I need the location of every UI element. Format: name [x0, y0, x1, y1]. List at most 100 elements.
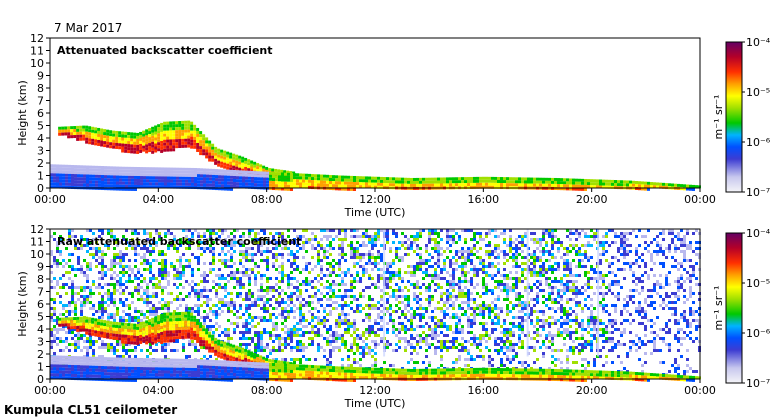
- data-cell: [97, 127, 101, 131]
- noise-cell: [338, 322, 341, 325]
- data-cell: [187, 126, 191, 130]
- noise-cell: [86, 301, 89, 304]
- data-cell: [119, 184, 122, 188]
- noise-cell: [242, 253, 245, 256]
- noise-cell: [434, 307, 437, 310]
- noise-cell: [248, 280, 251, 283]
- noise-cell: [467, 295, 470, 298]
- noise-cell: [446, 289, 449, 292]
- noise-cell: [341, 277, 344, 280]
- noise-cell: [104, 271, 107, 274]
- noise-cell: [122, 235, 125, 238]
- noise-cell: [326, 343, 329, 346]
- data-cell: [158, 173, 161, 177]
- data-cell: [124, 146, 128, 150]
- noise-cell: [461, 349, 464, 352]
- noise-cell: [311, 256, 314, 259]
- noise-cell: [284, 325, 287, 328]
- data-cell: [185, 182, 188, 186]
- noise-cell: [413, 295, 416, 298]
- data-cell: [130, 138, 134, 142]
- noise-cell: [143, 289, 146, 292]
- noise-cell: [95, 253, 98, 256]
- noise-cell: [68, 304, 71, 307]
- data-cell: [434, 177, 437, 181]
- noise-cell: [278, 280, 281, 283]
- noise-cell: [266, 259, 269, 262]
- data-cell: [187, 129, 191, 133]
- noise-cell: [65, 262, 68, 265]
- noise-cell: [467, 307, 470, 310]
- noise-cell: [443, 262, 446, 265]
- noise-cell: [251, 325, 254, 328]
- noise-cell: [149, 262, 152, 265]
- data-cell: [674, 183, 677, 187]
- data-cell: [116, 187, 119, 191]
- noise-cell: [290, 331, 293, 334]
- data-cell: [71, 170, 74, 174]
- noise-cell: [437, 253, 440, 256]
- noise-cell: [86, 274, 89, 277]
- noise-cell: [68, 277, 71, 280]
- data-cell: [160, 137, 164, 141]
- data-cell: [413, 180, 416, 184]
- data-cell: [587, 179, 590, 183]
- noise-cell: [416, 247, 419, 250]
- noise-cell: [143, 259, 146, 262]
- noise-cell: [485, 250, 488, 253]
- noise-cell: [500, 280, 503, 283]
- data-cell: [158, 167, 161, 171]
- noise-cell: [92, 340, 95, 343]
- noise-cell: [221, 262, 224, 265]
- noise-cell: [368, 307, 371, 310]
- noise-cell: [113, 277, 116, 280]
- noise-cell: [332, 247, 335, 250]
- noise-cell: [269, 331, 272, 334]
- noise-cell: [389, 250, 392, 253]
- noise-cell: [77, 241, 80, 244]
- noise-cell: [182, 274, 185, 277]
- noise-cell: [362, 274, 365, 277]
- noise-cell: [329, 340, 332, 343]
- noise-cell: [206, 313, 209, 316]
- data-cell: [124, 134, 128, 138]
- noise-cell: [302, 316, 305, 319]
- noise-cell: [440, 238, 443, 241]
- noise-cell: [179, 304, 182, 307]
- data-cell: [112, 145, 116, 149]
- noise-cell: [473, 334, 476, 337]
- noise-cell: [287, 241, 290, 244]
- noise-cell: [137, 322, 140, 325]
- noise-cell: [473, 322, 476, 325]
- noise-cell: [404, 253, 407, 256]
- noise-cell: [176, 307, 179, 310]
- data-cell: [95, 183, 98, 187]
- noise-cell: [260, 283, 263, 286]
- noise-cell: [446, 256, 449, 259]
- noise-cell: [296, 256, 299, 259]
- noise-cell: [242, 322, 245, 325]
- noise-cell: [95, 247, 98, 250]
- data-cell: [86, 171, 89, 175]
- data-cell: [263, 183, 266, 187]
- noise-cell: [113, 256, 116, 259]
- noise-cell: [440, 286, 443, 289]
- noise-cell: [404, 298, 407, 301]
- noise-cell: [317, 316, 320, 319]
- noise-cell: [416, 286, 419, 289]
- noise-cell: [479, 310, 482, 313]
- data-cell: [152, 185, 155, 189]
- data-cell: [179, 182, 182, 186]
- data-cell: [109, 130, 113, 134]
- data-cell: [172, 145, 176, 149]
- noise-cell: [353, 361, 356, 364]
- noise-cell: [359, 346, 362, 349]
- noise-cell: [506, 349, 509, 352]
- data-cell: [272, 181, 275, 185]
- noise-cell: [299, 322, 302, 325]
- data-cell: [118, 140, 122, 144]
- noise-cell: [413, 298, 416, 301]
- noise-cell: [134, 250, 137, 253]
- data-cell: [50, 176, 53, 180]
- noise-cell: [371, 253, 374, 256]
